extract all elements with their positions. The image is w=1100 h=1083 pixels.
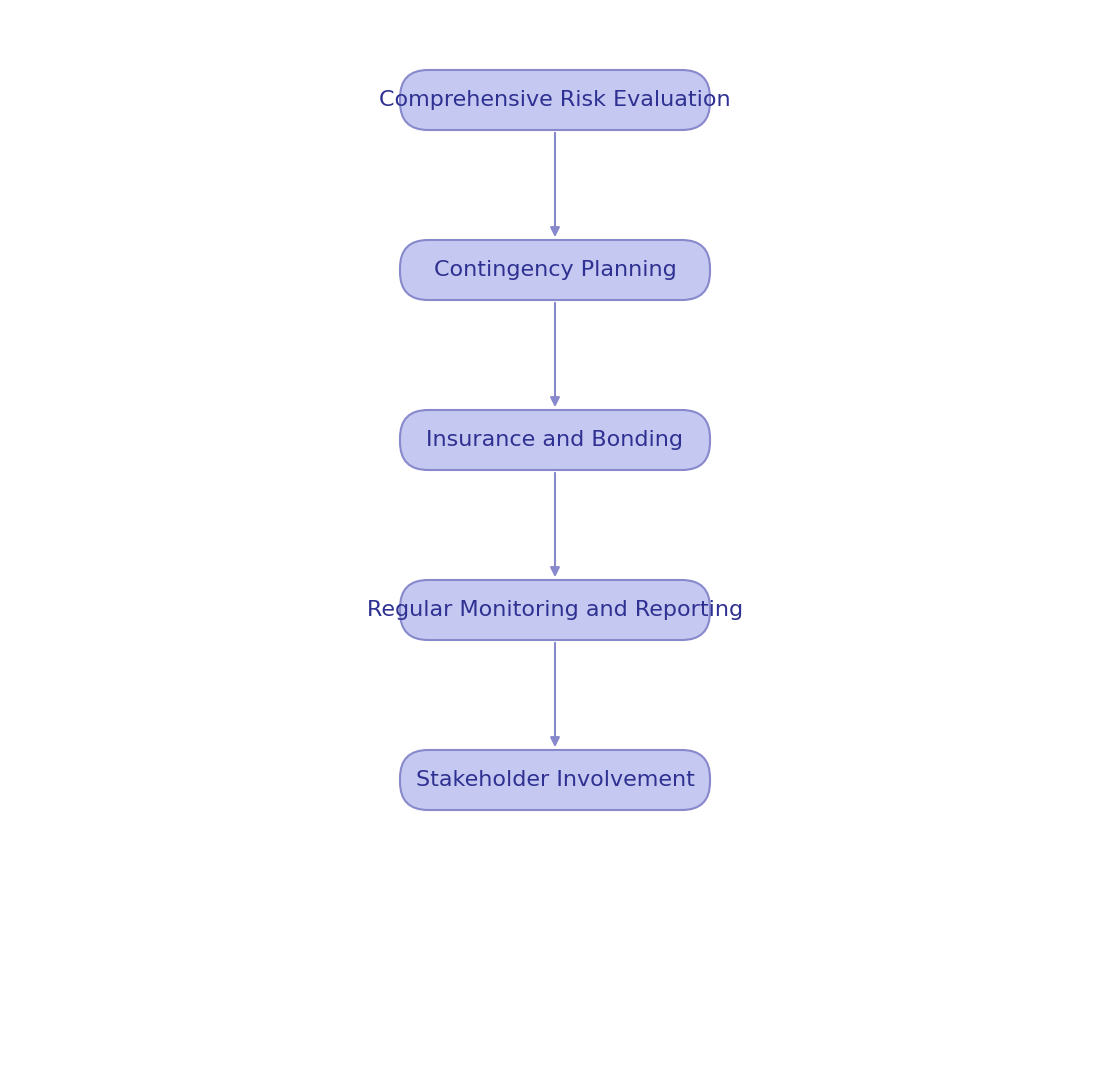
FancyBboxPatch shape [400, 70, 710, 130]
FancyBboxPatch shape [400, 580, 710, 640]
Text: Contingency Planning: Contingency Planning [433, 260, 676, 280]
FancyBboxPatch shape [400, 410, 710, 470]
Text: Comprehensive Risk Evaluation: Comprehensive Risk Evaluation [379, 90, 730, 110]
Text: Insurance and Bonding: Insurance and Bonding [427, 430, 683, 451]
FancyBboxPatch shape [400, 240, 710, 300]
Text: Regular Monitoring and Reporting: Regular Monitoring and Reporting [367, 600, 744, 619]
Text: Stakeholder Involvement: Stakeholder Involvement [416, 770, 694, 790]
FancyBboxPatch shape [400, 751, 710, 810]
